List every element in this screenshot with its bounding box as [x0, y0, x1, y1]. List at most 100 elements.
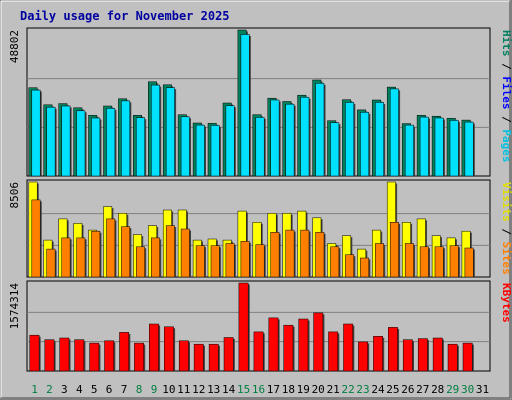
bar-files-day-21	[330, 122, 340, 177]
bar-files-day-11	[180, 116, 190, 177]
bar-files-day-25	[389, 88, 399, 177]
bar-kbytes-day-7	[119, 332, 130, 372]
bar-files-day-26	[404, 124, 414, 177]
bar-kbytes-day-6	[104, 340, 115, 372]
bar-sites-day-26	[404, 243, 414, 278]
bar-kbytes-day-28	[432, 337, 443, 372]
x-tick-label: 16	[252, 383, 265, 396]
x-tick-label: 27	[416, 383, 429, 396]
y-max-label: 1574314	[8, 283, 21, 330]
bar-files-day-9	[151, 84, 160, 177]
bar-kbytes-day-9	[149, 323, 159, 372]
x-tick-label: 24	[371, 383, 385, 396]
bar-sites-day-20	[315, 232, 325, 278]
x-tick-label: 15	[237, 383, 250, 396]
bar-files-day-18	[285, 103, 295, 177]
y-max-label: 8506	[8, 182, 21, 209]
x-tick-label: 22	[341, 383, 354, 396]
bar-sites-day-27	[419, 246, 429, 278]
bar-kbytes-day-17	[268, 317, 279, 372]
bar-kbytes-day-20	[313, 312, 324, 372]
bar-files-day-2	[46, 106, 56, 177]
axis-label-separator: /	[500, 222, 512, 242]
bar-kbytes-day-13	[208, 343, 219, 372]
bar-files-day-7	[121, 100, 131, 177]
bar-files-day-10	[165, 87, 175, 177]
bar-sites-day-25	[389, 222, 399, 278]
bar-files-day-4	[76, 110, 86, 177]
bar-sites-day-18	[285, 229, 295, 278]
y-max-label: 48802	[8, 30, 21, 63]
bar-files-day-22	[345, 102, 355, 177]
bar-sites-day-6	[106, 218, 116, 278]
bar-files-day-28	[434, 117, 444, 177]
bar-kbytes-day-22	[343, 323, 354, 372]
right-axis-labels: Hits / Files / Pages	[500, 30, 512, 163]
bar-sites-day-3	[61, 237, 71, 278]
bar-files-day-19	[300, 97, 310, 177]
right-axis-labels: Visits / Sites	[500, 182, 512, 275]
x-tick-label: 13	[207, 383, 220, 396]
bar-sites-day-14	[225, 243, 235, 278]
x-tick-label: 19	[297, 383, 310, 396]
bar-kbytes-day-3	[59, 337, 70, 372]
x-tick-label: 26	[401, 383, 414, 396]
bar-files-day-6	[106, 108, 116, 177]
bar-sites-day-12	[195, 245, 205, 278]
bar-files-day-12	[195, 124, 205, 177]
bar-files-day-27	[419, 116, 429, 177]
bar-files-day-20	[315, 83, 325, 177]
x-tick-label: 17	[267, 383, 280, 396]
bar-sites-day-24	[375, 243, 384, 278]
bar-kbytes-day-30	[462, 342, 473, 372]
bar-files-day-13	[210, 125, 220, 177]
axis-label-kbytes: KBytes	[500, 283, 512, 323]
bar-sites-day-17	[270, 232, 280, 278]
bar-kbytes-day-1	[29, 334, 40, 372]
bar-kbytes-day-11	[178, 340, 189, 372]
bar-files-day-3	[61, 105, 71, 177]
bar-kbytes-day-23	[358, 341, 368, 372]
bar-sites-day-9	[151, 237, 160, 278]
x-tick-label: 28	[431, 383, 444, 396]
x-tick-label: 5	[91, 383, 98, 396]
bar-files-day-24	[375, 102, 384, 177]
bar-sites-day-19	[300, 229, 310, 278]
bar-files-day-15	[240, 34, 250, 177]
bar-kbytes-day-26	[402, 339, 413, 372]
bar-files-day-17	[270, 99, 280, 177]
x-tick-label: 12	[192, 383, 205, 396]
bar-sites-day-11	[180, 228, 190, 278]
bar-kbytes-day-15	[238, 282, 249, 372]
panel-hits-files-pages: 48802 Hits / Files / Pages	[8, 27, 512, 177]
x-axis-day-labels: 1 2 3 4 5 6 7 8 9 10 11 12 13 14 15 16 17 18 19 20 21 22 23 24 2…	[31, 383, 489, 396]
bar-files-day-23	[360, 112, 370, 177]
x-tick-label: 2	[46, 383, 53, 396]
bar-kbytes-day-2	[44, 339, 55, 372]
bar-sites-day-30	[464, 247, 474, 278]
bar-kbytes-day-12	[193, 343, 204, 372]
bar-sites-day-5	[91, 230, 101, 278]
bar-kbytes-day-25	[388, 327, 398, 372]
bar-kbytes-day-10	[164, 326, 174, 372]
x-tick-label: 7	[121, 383, 128, 396]
bar-sites-day-23	[360, 257, 370, 278]
x-tick-label: 10	[162, 383, 175, 396]
panel-visits-sites: 8506 Visits / Sites	[8, 179, 512, 278]
bar-sites-day-2	[46, 248, 56, 278]
axis-label-visits: Visits	[500, 182, 512, 222]
bar-sites-day-10	[165, 225, 175, 278]
bar-kbytes-day-16	[253, 331, 264, 372]
bar-files-day-1	[31, 89, 41, 177]
bar-sites-day-8	[136, 246, 145, 278]
bar-kbytes-day-4	[74, 339, 85, 372]
bar-kbytes-day-27	[417, 338, 428, 372]
bar-sites-day-1	[31, 199, 41, 278]
x-tick-label: 6	[106, 383, 113, 396]
x-tick-label: 21	[327, 383, 340, 396]
bar-files-day-5	[91, 117, 101, 177]
bar-files-day-30	[464, 121, 474, 177]
bar-sites-day-22	[345, 254, 355, 278]
x-tick-label: 25	[386, 383, 399, 396]
bar-sites-day-15	[240, 241, 250, 278]
